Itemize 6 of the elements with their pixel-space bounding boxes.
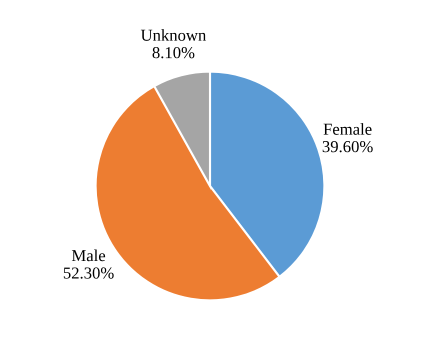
data-label: 8.10% <box>152 47 194 58</box>
slice-label: Unknown <box>140 29 206 41</box>
data-label: 39.60% <box>322 141 373 152</box>
slice-label: Male <box>72 249 106 262</box>
data-label: 52.30% <box>64 267 114 279</box>
slice-label: Female <box>324 123 372 135</box>
